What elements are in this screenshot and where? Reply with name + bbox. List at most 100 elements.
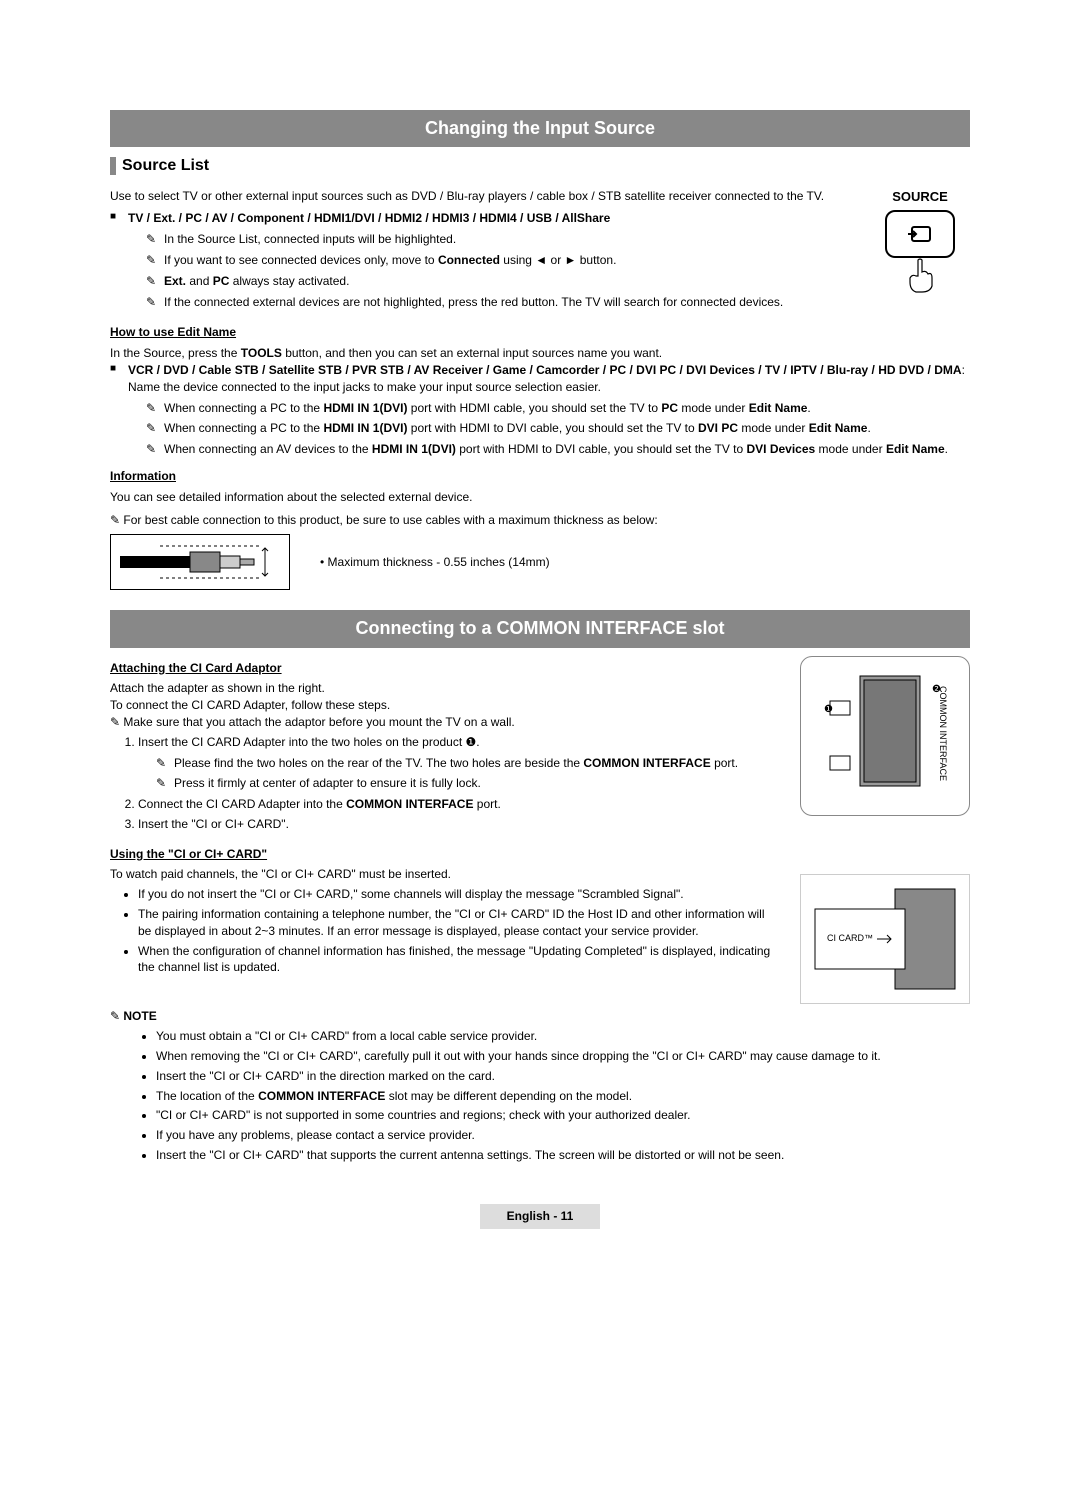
source-notes: In the Source List, connected inputs wil…: [128, 231, 850, 310]
note-ext-pc: Ext. and PC always stay activated.: [164, 273, 850, 290]
ci-wall-note: Make sure that you attach the adaptor be…: [110, 714, 780, 731]
using-b3: When the configuration of channel inform…: [138, 943, 780, 977]
ci-step-3: Insert the "CI or CI+ CARD".: [138, 816, 780, 833]
t: mode under: [678, 401, 749, 415]
t: port with HDMI cable, you should set the…: [407, 401, 661, 415]
source-button-diagram: SOURCE: [870, 188, 970, 315]
ci-adaptor-row: Attaching the CI Card Adaptor Attach the…: [110, 656, 970, 836]
ci-intro1: Attach the adapter as shown in the right…: [110, 680, 780, 697]
t: TOOLS: [241, 346, 282, 360]
nnote6: If you have any problems, please contact…: [156, 1127, 970, 1144]
source-button: [885, 210, 955, 258]
ci-steps: Insert the CI CARD Adapter into the two …: [110, 734, 780, 833]
t: HDMI IN 1(DVI): [372, 442, 456, 456]
t: For best cable connection to this produc…: [123, 513, 657, 527]
cable-max-text: • Maximum thickness - 0.55 inches (14mm): [320, 554, 550, 571]
ci-step-1: Insert the CI CARD Adapter into the two …: [138, 734, 780, 792]
t: COMMON INTERFACE: [346, 797, 473, 811]
ci-adaptor-diagram: ❶ ❷ COMMON INTERFACE: [800, 656, 970, 816]
t: Make sure that you attach the adaptor be…: [123, 715, 514, 729]
nnote7: Insert the "CI or CI+ CARD" that support…: [156, 1147, 970, 1164]
hand-icon: [900, 254, 940, 294]
t: COMMON INTERFACE: [583, 756, 710, 770]
ci-slot-icon: ❶ ❷ COMMON INTERFACE: [810, 666, 960, 806]
ci-card-diagram-col: CI CARD™: [800, 866, 970, 1004]
ci-step-2: Connect the CI CARD Adapter into the COM…: [138, 796, 780, 813]
svg-text:CI CARD™: CI CARD™: [827, 933, 873, 943]
nnote5: "CI or CI+ CARD" is not supported in som…: [156, 1107, 970, 1124]
t: DVI Devices: [747, 442, 816, 456]
source-list-row: Use to select TV or other external input…: [110, 188, 970, 315]
page-footer: English - 11: [480, 1204, 600, 1229]
t: HDMI IN 1(DVI): [323, 421, 407, 435]
t: Edit Name: [886, 442, 945, 456]
using-b2: The pairing information containing a tel…: [138, 906, 780, 940]
subhead-using-ci: Using the "CI or CI+ CARD": [110, 846, 970, 863]
t: VCR / DVD / Cable STB / Satellite STB / …: [128, 363, 962, 377]
edit-name-notes: When connecting a PC to the HDMI IN 1(DV…: [128, 400, 970, 458]
subhead-information: Information: [110, 468, 970, 485]
header-changing-input: Changing the Input Source: [110, 110, 970, 147]
t: Edit Name: [749, 401, 808, 415]
note-highlighted: In the Source List, connected inputs wil…: [164, 231, 850, 248]
t: PC: [213, 274, 230, 288]
t: Maximum thickness - 0.55 inches (14mm): [328, 555, 550, 569]
t: port with HDMI to DVI cable, you should …: [407, 421, 698, 435]
edit-name-bullets: VCR / DVD / Cable STB / Satellite STB / …: [110, 362, 970, 458]
t: The location of the: [156, 1089, 258, 1103]
source-icon: [908, 225, 932, 243]
t: Insert the CI CARD Adapter into the two …: [138, 735, 480, 749]
source-label: SOURCE: [870, 188, 970, 206]
cable-diagram: [110, 534, 290, 590]
t: NOTE: [123, 1009, 156, 1023]
t: COMMON INTERFACE: [258, 1089, 385, 1103]
t: In the Source, press the: [110, 346, 241, 360]
source-bullets: TV / Ext. / PC / AV / Component / HDMI1/…: [110, 210, 850, 310]
cable-icon: [120, 542, 280, 582]
nnote1: You must obtain a "CI or CI+ CARD" from …: [156, 1028, 970, 1045]
t: Edit Name: [809, 421, 868, 435]
using-intro: To watch paid channels, the "CI or CI+ C…: [110, 866, 780, 883]
ci-adaptor-text: Attaching the CI Card Adaptor Attach the…: [110, 656, 780, 836]
svg-text:COMMON INTERFACE: COMMON INTERFACE: [938, 686, 948, 781]
nnote4: The location of the COMMON INTERFACE slo…: [156, 1088, 970, 1105]
note-red-button: If the connected external devices are no…: [164, 294, 850, 311]
note-dvi-devices: When connecting an AV devices to the HDM…: [164, 441, 970, 458]
subhead-edit-name: How to use Edit Name: [110, 324, 970, 341]
ci-diagram-col: ❶ ❷ COMMON INTERFACE: [800, 656, 970, 836]
bullet-sources: TV / Ext. / PC / AV / Component / HDMI1/…: [128, 210, 850, 310]
intro-text: Use to select TV or other external input…: [110, 188, 850, 205]
ci-step1-press: Press it firmly at center of adapter to …: [174, 775, 780, 792]
ci-card-diagram: CI CARD™: [800, 874, 970, 1004]
edit-name-intro: In the Source, press the TOOLS button, a…: [110, 345, 970, 362]
t: always stay activated.: [229, 274, 349, 288]
bullet-sources-text: TV / Ext. / PC / AV / Component / HDMI1/…: [128, 211, 610, 225]
t: Please find the two holes on the rear of…: [174, 756, 583, 770]
note-header: NOTE: [110, 1008, 970, 1025]
t: mode under: [738, 421, 809, 435]
t: and: [186, 274, 213, 288]
final-notes: You must obtain a "CI or CI+ CARD" from …: [110, 1028, 970, 1164]
using-ci-row: To watch paid channels, the "CI or CI+ C…: [110, 866, 970, 1004]
t: When connecting a PC to the: [164, 401, 323, 415]
ci-intro2: To connect the CI CARD Adapter, follow t…: [110, 697, 780, 714]
note-pc-hdmi: When connecting a PC to the HDMI IN 1(DV…: [164, 400, 970, 417]
t: If you want to see connected devices onl…: [164, 253, 438, 267]
ci-card-icon: CI CARD™: [805, 879, 965, 999]
section-title-text: Source List: [122, 155, 209, 177]
t: port.: [711, 756, 738, 770]
t: .: [945, 442, 948, 456]
t: button, and then you can set an external…: [282, 346, 662, 360]
t: .: [867, 421, 870, 435]
bullet-device-names: VCR / DVD / Cable STB / Satellite STB / …: [128, 362, 970, 458]
header-common-interface: Connecting to a COMMON INTERFACE slot: [110, 610, 970, 647]
cable-note: For best cable connection to this produc…: [110, 512, 970, 529]
using-bullets: If you do not insert the "CI or CI+ CARD…: [110, 886, 780, 976]
t: slot may be different depending on the m…: [385, 1089, 632, 1103]
t: When connecting an AV devices to the: [164, 442, 372, 456]
section-source-list: Source List: [110, 155, 970, 177]
ci-step1-notes: Please find the two holes on the rear of…: [138, 755, 780, 793]
t: mode under: [815, 442, 886, 456]
t: port with HDMI to DVI cable, you should …: [456, 442, 747, 456]
t: Ext.: [164, 274, 186, 288]
